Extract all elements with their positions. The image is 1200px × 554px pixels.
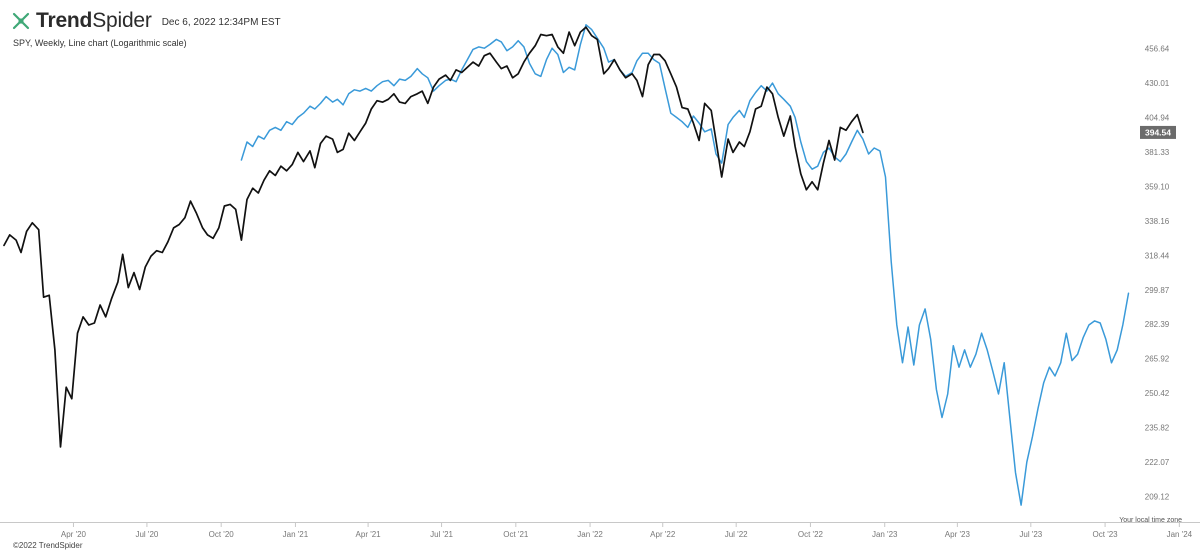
y-tick-label: 265.92	[1145, 355, 1170, 364]
copyright-footer: ©2022 TrendSpider	[13, 541, 83, 550]
x-tick-label: Jan '24	[1167, 530, 1193, 539]
y-tick-label: 282.39	[1145, 320, 1170, 329]
trendspider-logo-icon	[12, 12, 30, 30]
y-tick-label: 222.07	[1145, 458, 1170, 467]
y-tick-label: 209.12	[1145, 492, 1170, 501]
y-tick-label: 299.87	[1145, 286, 1170, 295]
y-tick-label: 430.01	[1145, 79, 1170, 88]
x-tick-label: Jul '21	[430, 530, 453, 539]
x-tick-label: Apr '23	[945, 530, 971, 539]
y-tick-label: 235.82	[1145, 424, 1170, 433]
y-tick-label: 338.16	[1145, 217, 1170, 226]
x-tick-label: Jul '20	[135, 530, 158, 539]
brand-name-bold: Trend	[36, 9, 93, 32]
brand-name: TrendSpider	[36, 9, 152, 33]
x-tick-label: Oct '20	[209, 530, 235, 539]
chart-timestamp: Dec 6, 2022 12:34PM EST	[161, 17, 281, 28]
y-tick-label: 359.10	[1145, 182, 1170, 191]
y-tick-label: 456.64	[1145, 45, 1170, 54]
series-layer	[3, 24, 1130, 506]
x-tick-label: Apr '20	[61, 530, 87, 539]
last-price-badge	[1140, 125, 1176, 139]
price-series-line	[3, 26, 864, 448]
y-tick-label: 250.42	[1145, 389, 1170, 398]
chart-subtitle: SPY, Weekly, Line chart (Logarithmic sca…	[13, 38, 187, 48]
x-tick-label: Oct '22	[798, 530, 824, 539]
y-tick-label: 381.33	[1145, 148, 1170, 157]
last-price-label: 394.54	[1140, 125, 1176, 139]
y-axis: 456.64 430.01 404.94 381.33 359.10 338.16 318.…	[1145, 45, 1170, 502]
header: TrendSpider Dec 6, 2022 12:34PM EST	[10, 6, 281, 36]
x-tick-label: Jan '22	[577, 530, 603, 539]
x-tick-label: Jan '21	[283, 530, 309, 539]
x-tick-label: Oct '21	[503, 530, 529, 539]
x-tick-label: Oct '23	[1093, 530, 1119, 539]
timezone-note: Your local time zone	[1119, 517, 1182, 524]
last-price-value: 394.54	[1145, 127, 1171, 137]
x-axis: Apr '20 Jul '20 Oct '20 Jan '21 Apr '21 Jul '…	[0, 522, 1200, 539]
x-tick-label: Apr '22	[650, 530, 676, 539]
projection-series-line	[240, 24, 1130, 506]
y-tick-label: 318.44	[1145, 251, 1170, 260]
y-tick-label: 404.94	[1145, 114, 1170, 123]
x-tick-label: Jan '23	[872, 530, 898, 539]
x-tick-label: Jul '22	[725, 530, 748, 539]
brand-name-regular: Spider	[92, 9, 152, 32]
x-tick-label: Jul '23	[1019, 530, 1042, 539]
x-tick-label: Apr '21	[356, 530, 382, 539]
